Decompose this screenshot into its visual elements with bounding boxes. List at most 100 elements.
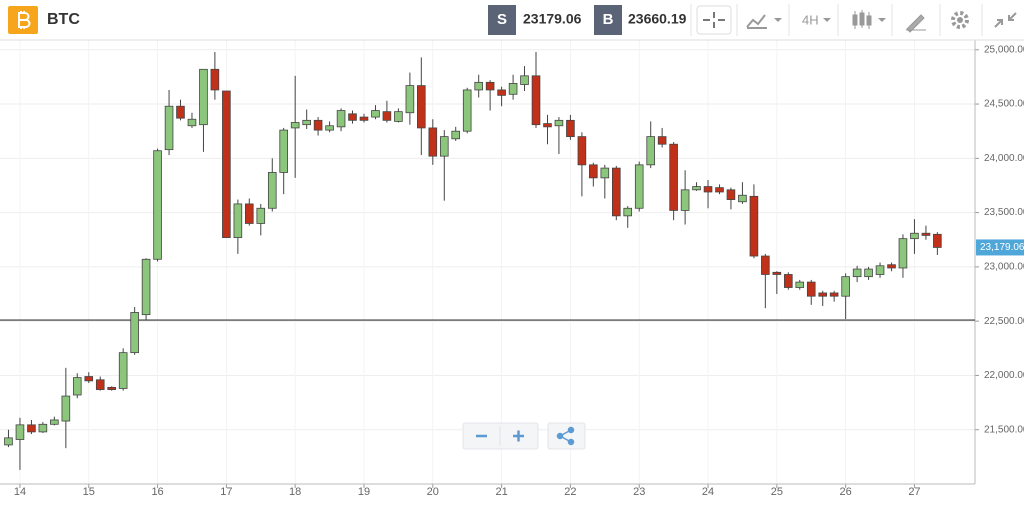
candle-body bbox=[531, 75, 541, 126]
candle-body bbox=[290, 122, 300, 129]
candle-body bbox=[72, 377, 82, 396]
candle-body bbox=[313, 119, 323, 131]
candle-body bbox=[417, 85, 426, 129]
candle-body bbox=[222, 90, 231, 238]
candle-body bbox=[141, 258, 151, 316]
candle-body bbox=[348, 113, 357, 121]
candle-body bbox=[600, 167, 610, 179]
candle-body bbox=[910, 232, 919, 240]
x-tick-label: 17 bbox=[220, 486, 232, 498]
share-button[interactable] bbox=[547, 422, 586, 450]
candle-body bbox=[61, 395, 71, 422]
chart-type-icon[interactable] bbox=[746, 14, 767, 29]
candle-body bbox=[84, 376, 94, 382]
candle-body bbox=[118, 352, 128, 389]
candle-body bbox=[703, 186, 713, 193]
candle-body bbox=[439, 136, 449, 157]
x-tick-label: 25 bbox=[771, 486, 783, 498]
buy-badge[interactable] bbox=[594, 5, 622, 35]
candle-body bbox=[761, 255, 770, 275]
y-tick-label: 23,000.00 bbox=[984, 262, 1024, 273]
last-price-marker bbox=[976, 239, 1024, 256]
candle-body bbox=[325, 125, 334, 131]
sell-label[interactable]: S bbox=[497, 11, 507, 28]
candle-body bbox=[233, 203, 243, 238]
x-tick-label: 27 bbox=[908, 486, 920, 498]
crosshair-button[interactable] bbox=[696, 5, 732, 35]
share-icon[interactable] bbox=[556, 426, 575, 446]
candle-body bbox=[669, 143, 678, 211]
candle-body bbox=[359, 116, 369, 121]
candle-body bbox=[634, 164, 644, 209]
candle-body bbox=[612, 167, 621, 217]
timeframe[interactable]: 4H bbox=[802, 12, 819, 27]
dropdown-arrow[interactable] bbox=[774, 18, 782, 22]
candle-body bbox=[933, 233, 942, 248]
settings-icon[interactable] bbox=[951, 11, 969, 29]
x-tick-label: 15 bbox=[83, 486, 95, 498]
candle-body bbox=[256, 207, 266, 224]
candle-body bbox=[577, 136, 587, 166]
collapse-icon[interactable] bbox=[994, 12, 1017, 28]
candle-body bbox=[749, 195, 759, 257]
candle-body bbox=[646, 136, 656, 166]
dropdown-arrow[interactable] bbox=[823, 18, 831, 22]
sell-price[interactable]: 23179.06 bbox=[523, 11, 582, 27]
sell-badge[interactable] bbox=[488, 5, 516, 35]
candle-body bbox=[462, 89, 472, 132]
symbol: BTC bbox=[47, 11, 80, 28]
plot: 21,500.00 22,000.00 22,500.00 23,000.00 23,5… bbox=[0, 40, 1024, 498]
crosshair-icon[interactable] bbox=[703, 12, 725, 28]
y-tick-label: 21,500.00 bbox=[984, 424, 1024, 435]
candle-body bbox=[623, 207, 633, 217]
x-tick-label: 23 bbox=[633, 486, 645, 498]
candle-body bbox=[829, 292, 839, 297]
x-tick-label: 20 bbox=[427, 486, 439, 498]
buy-price[interactable]: 23660.19 bbox=[628, 11, 687, 27]
settings-icon-center[interactable] bbox=[957, 17, 963, 23]
candle-body bbox=[95, 379, 105, 390]
candle-body bbox=[107, 386, 116, 390]
candle-body bbox=[680, 189, 690, 211]
candle-body bbox=[921, 232, 931, 236]
candle-body bbox=[279, 129, 288, 173]
candle-body bbox=[4, 437, 13, 446]
candle-body bbox=[508, 83, 518, 95]
dropdown-arrow[interactable] bbox=[878, 18, 886, 22]
y-tick-label: 22,000.00 bbox=[984, 370, 1024, 381]
candle-body bbox=[176, 105, 185, 119]
draw-icon[interactable] bbox=[906, 14, 926, 33]
x-tick-label: 24 bbox=[702, 486, 714, 498]
x-tick-label: 26 bbox=[840, 486, 852, 498]
candle-body bbox=[428, 127, 438, 157]
candle-body bbox=[497, 89, 506, 96]
buy-label[interactable]: B bbox=[603, 11, 614, 28]
candle-body bbox=[806, 281, 816, 297]
toolbar-separators bbox=[690, 4, 983, 36]
last-price-label: 23,179.06 bbox=[980, 242, 1024, 253]
candle-body bbox=[554, 119, 564, 127]
candle-body bbox=[485, 81, 495, 91]
x-tick-label: 21 bbox=[495, 486, 507, 498]
candle-body bbox=[772, 271, 782, 275]
candle-body bbox=[589, 164, 598, 179]
candle-body bbox=[566, 119, 575, 138]
candles-icon[interactable] bbox=[852, 10, 872, 29]
candle-body bbox=[336, 110, 346, 128]
candle-body bbox=[715, 187, 724, 193]
candle-body bbox=[784, 274, 793, 288]
x-tick-label: 14 bbox=[14, 486, 26, 498]
candle-body bbox=[50, 419, 59, 425]
candle-body bbox=[818, 292, 828, 297]
x-tick-label: 16 bbox=[151, 486, 163, 498]
x-tick-label: 18 bbox=[289, 486, 301, 498]
y-tick-label: 24,500.00 bbox=[984, 99, 1024, 110]
candle-body bbox=[38, 423, 48, 433]
zoom-in[interactable] bbox=[513, 430, 524, 442]
candle-body bbox=[187, 118, 197, 127]
candle-body bbox=[841, 276, 850, 297]
coin-glyph bbox=[18, 11, 31, 29]
candle-body bbox=[692, 186, 701, 191]
y-tick-label: 23,500.00 bbox=[984, 207, 1024, 218]
